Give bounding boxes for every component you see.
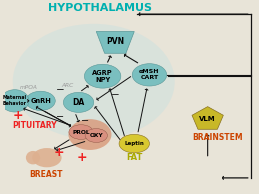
Text: BRAINSTEM: BRAINSTEM — [192, 133, 243, 142]
Polygon shape — [96, 31, 134, 53]
Ellipse shape — [26, 151, 40, 164]
Text: Leptin: Leptin — [124, 141, 144, 146]
Text: PITUITARY: PITUITARY — [13, 121, 57, 130]
Ellipse shape — [26, 91, 55, 110]
Ellipse shape — [63, 92, 94, 112]
Text: −: − — [81, 116, 89, 126]
Text: +: + — [13, 109, 24, 122]
Ellipse shape — [85, 129, 107, 142]
Text: −: − — [111, 90, 120, 100]
Polygon shape — [192, 107, 223, 129]
Ellipse shape — [32, 148, 62, 167]
Text: DA: DA — [73, 98, 85, 107]
Text: OXY: OXY — [89, 133, 103, 138]
Text: BREAST: BREAST — [29, 170, 63, 179]
Text: Maternal
Behavior: Maternal Behavior — [3, 95, 27, 106]
Text: +: + — [77, 151, 88, 164]
Text: −: − — [56, 85, 64, 95]
Ellipse shape — [119, 134, 149, 153]
Text: PVN: PVN — [106, 37, 124, 46]
Text: −: − — [55, 112, 64, 122]
Text: HYPOTHALAMUS: HYPOTHALAMUS — [48, 3, 152, 13]
Text: FAT: FAT — [126, 153, 142, 162]
Ellipse shape — [132, 64, 167, 86]
Ellipse shape — [69, 125, 93, 139]
Ellipse shape — [68, 119, 111, 150]
Text: mPOA: mPOA — [19, 85, 37, 90]
Text: αMSH
CART: αMSH CART — [139, 69, 160, 80]
Text: +: + — [54, 146, 64, 159]
Text: VLM: VLM — [199, 116, 216, 122]
Ellipse shape — [1, 90, 29, 112]
Text: PROL: PROL — [72, 130, 90, 135]
Ellipse shape — [13, 24, 175, 139]
Text: GnRH: GnRH — [30, 98, 51, 104]
Text: AGRP
NPY: AGRP NPY — [92, 70, 113, 83]
Ellipse shape — [84, 64, 121, 88]
Text: ARC: ARC — [61, 83, 74, 88]
